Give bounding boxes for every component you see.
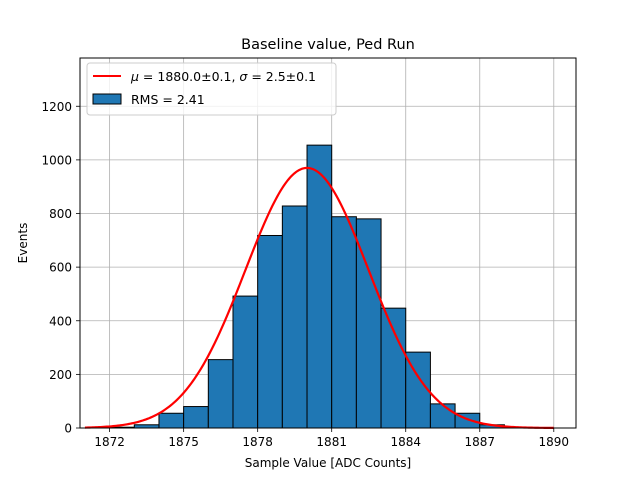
y-tick-label: 0 [64, 422, 72, 436]
histogram-bar [257, 234, 283, 429]
x-tick-label: 1881 [316, 435, 347, 449]
histogram-bar [355, 218, 382, 429]
y-tick-label: 600 [49, 261, 72, 275]
legend: μ = 1880.0±0.1, σ = 2.5±0.1 RMS = 2.41 [86, 62, 337, 116]
histogram-bar [183, 406, 209, 429]
histogram-bar [207, 359, 234, 429]
histogram-bar [331, 216, 357, 429]
legend-sigma-symbol: σ [239, 69, 248, 84]
y-tick-label: 1200 [41, 100, 72, 114]
histogram-bar [429, 403, 456, 429]
x-tick-label: 1884 [390, 435, 421, 449]
legend-histogram-label: RMS = 2.41 [131, 92, 205, 107]
histogram-bars [109, 144, 505, 429]
y-tick-label: 800 [49, 207, 72, 221]
legend-box [86, 62, 337, 116]
legend-mu-text: = 1880.0±0.1, [139, 69, 239, 84]
legend-sigma-text: = 2.5±0.1 [247, 69, 316, 84]
histogram-bar [306, 144, 333, 429]
axes-frame [79, 57, 577, 429]
x-tick-label: 1890 [539, 435, 570, 449]
legend-fit-label: μ = 1880.0±0.1, σ = 2.5±0.1 [130, 69, 316, 84]
legend-mu-symbol: μ [130, 69, 139, 84]
histogram-bar [158, 412, 185, 429]
y-tick-label: 1000 [41, 153, 72, 167]
x-tick-label: 1875 [168, 435, 199, 449]
legend-histogram-swatch [92, 93, 122, 105]
histogram-bar [281, 205, 308, 429]
x-tick-label: 1872 [94, 435, 125, 449]
x-axis-ticks: 1872 1875 1878 1881 1884 1887 1890 [94, 428, 569, 449]
y-axis-label: Events [16, 223, 30, 264]
x-tick-label: 1887 [464, 435, 495, 449]
x-tick-label: 1878 [242, 435, 273, 449]
y-tick-label: 200 [49, 368, 72, 382]
y-tick-label: 400 [49, 314, 72, 328]
x-axis-label: Sample Value [ADC Counts] [245, 456, 411, 470]
gaussian-fit [84, 166, 554, 430]
fit-curve [84, 166, 554, 430]
y-axis-ticks: 0 200 400 600 800 1000 1200 [41, 100, 80, 436]
histogram-bar [232, 295, 259, 429]
histogram-bar [380, 307, 407, 429]
chart-title: Baseline value, Ped Run [241, 37, 415, 53]
